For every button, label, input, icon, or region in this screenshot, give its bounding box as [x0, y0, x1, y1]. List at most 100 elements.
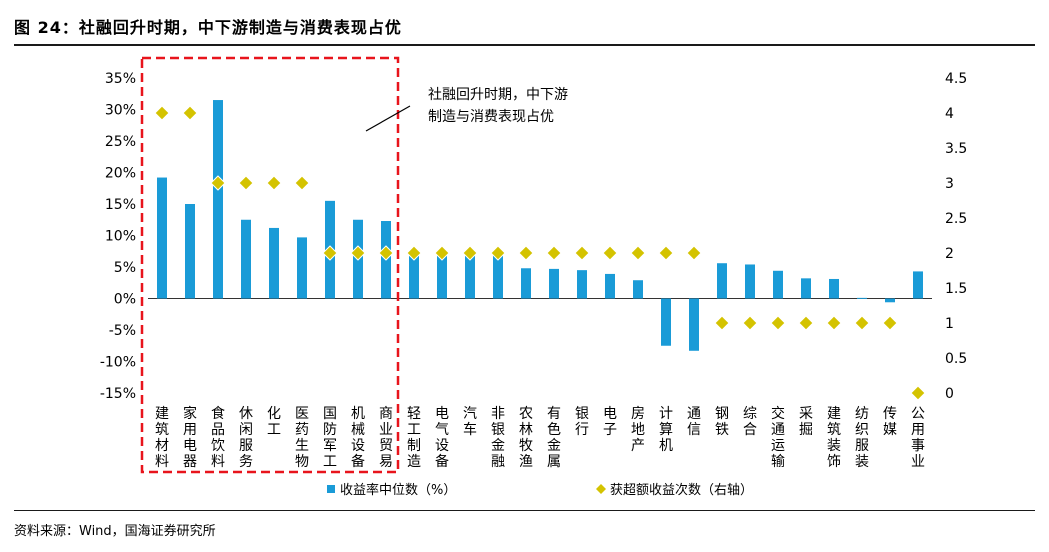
diamond-marker [658, 245, 674, 261]
category-label: 银行 [575, 406, 589, 438]
right-tick-label: 3.5 [945, 141, 967, 157]
left-tick-label: 0% [114, 292, 136, 308]
legend: 收益率中位数（%） 获超额收益次数（右轴） [327, 482, 753, 498]
left-tick-label: 35% [105, 71, 136, 87]
bar [885, 298, 895, 303]
bar [437, 252, 447, 299]
category-label: 轻工制造 [407, 406, 421, 470]
bar [269, 227, 279, 299]
category-label: 交通运输 [771, 405, 785, 470]
bar [605, 273, 615, 299]
category-label: 计算机 [659, 406, 673, 454]
legend-diamond-swatch [596, 484, 606, 494]
category-label: 休闲服务 [239, 406, 253, 470]
right-tick-label: 4 [945, 106, 954, 122]
category-label: 综合 [743, 406, 757, 438]
diamond-marker [742, 315, 758, 331]
left-tick-label: 15% [105, 197, 136, 213]
bar [689, 298, 699, 351]
diamond-marker [350, 245, 366, 261]
category-label: 电气设备 [435, 406, 449, 470]
diamond-marker [154, 105, 170, 121]
diamond-marker [686, 245, 702, 261]
diamond-marker [378, 245, 394, 261]
legend-label-bar: 收益率中位数（%） [340, 482, 456, 498]
left-tick-label: -15% [100, 386, 136, 402]
diamond-marker [434, 245, 450, 261]
category-labels: 建筑材料家用电器食品饮料休闲服务化工医药生物国防军工机械设备商业贸易轻工制造电气… [155, 405, 925, 470]
category-label: 汽车 [463, 406, 477, 438]
diamond-marker [574, 245, 590, 261]
diamond-marker [546, 245, 562, 261]
scatter-series [154, 105, 926, 401]
right-tick-label: 3 [945, 176, 954, 192]
bar [549, 268, 559, 299]
category-label: 采掘 [799, 406, 813, 438]
left-tick-label: 10% [105, 229, 136, 245]
category-label: 建筑材料 [155, 406, 169, 470]
bar [745, 264, 755, 299]
diamond-marker [182, 105, 198, 121]
diamond-marker [798, 315, 814, 331]
bar [829, 278, 839, 299]
category-label: 有色金属 [547, 406, 561, 470]
bar [185, 204, 195, 299]
bar [297, 237, 307, 299]
right-tick-label: 0.5 [945, 351, 967, 367]
highlight-box [140, 56, 400, 474]
chart-title: 图 24：社融回升时期，中下游制造与消费表现占优 [14, 18, 402, 37]
bar [157, 177, 167, 299]
bar [213, 100, 223, 299]
legend-label-marker: 获超额收益次数（右轴） [610, 482, 753, 498]
diamond-marker [714, 315, 730, 331]
category-label: 农林牧渔 [519, 406, 533, 470]
diamond-marker [210, 175, 226, 191]
category-label: 公用事业 [911, 406, 925, 470]
left-tick-label: -10% [100, 355, 136, 371]
diamond-marker [294, 175, 310, 191]
legend-bar-swatch [327, 485, 335, 493]
diamond-marker [602, 245, 618, 261]
diamond-marker [266, 175, 282, 191]
bar [521, 268, 531, 299]
bar [241, 219, 251, 299]
source-divider [14, 510, 1035, 511]
bar [857, 297, 867, 299]
title-divider [14, 44, 1035, 46]
left-tick-label: 5% [114, 260, 136, 276]
bar [717, 263, 727, 299]
bar [773, 270, 783, 299]
bar-series [157, 100, 923, 351]
callout-line [365, 105, 411, 132]
annotation-text: 制造与消费表现占优 [428, 109, 554, 125]
category-label: 钢铁 [715, 406, 729, 438]
category-label: 化工 [267, 406, 281, 438]
left-tick-label: 20% [105, 166, 136, 182]
diamond-marker [854, 315, 870, 331]
left-tick-label: 25% [105, 134, 136, 150]
diamond-marker [910, 385, 926, 401]
annotation-text: 社融回升时期，中下游 [428, 87, 568, 103]
right-tick-label: 1.5 [945, 281, 967, 297]
diamond-marker [630, 245, 646, 261]
right-tick-label: 0 [945, 386, 954, 402]
diamond-marker [406, 245, 422, 261]
right-tick-label: 2 [945, 246, 954, 262]
bar [913, 271, 923, 299]
right-tick-label: 2.5 [945, 211, 967, 227]
category-label: 建筑装饰 [827, 406, 841, 470]
diamond-marker [322, 245, 338, 261]
diamond-marker [826, 315, 842, 331]
diamond-marker [882, 315, 898, 331]
left-tick-label: 30% [105, 103, 136, 119]
category-label: 医药生物 [295, 406, 309, 470]
right-tick-label: 1 [945, 316, 954, 332]
category-label: 传媒 [883, 406, 897, 438]
right-tick-label: 4.5 [945, 71, 967, 87]
left-tick-label: -5% [109, 323, 136, 339]
diamond-marker [490, 245, 506, 261]
category-label: 房地产 [631, 406, 645, 454]
bar [661, 298, 671, 346]
category-label: 非银金融 [491, 406, 505, 470]
